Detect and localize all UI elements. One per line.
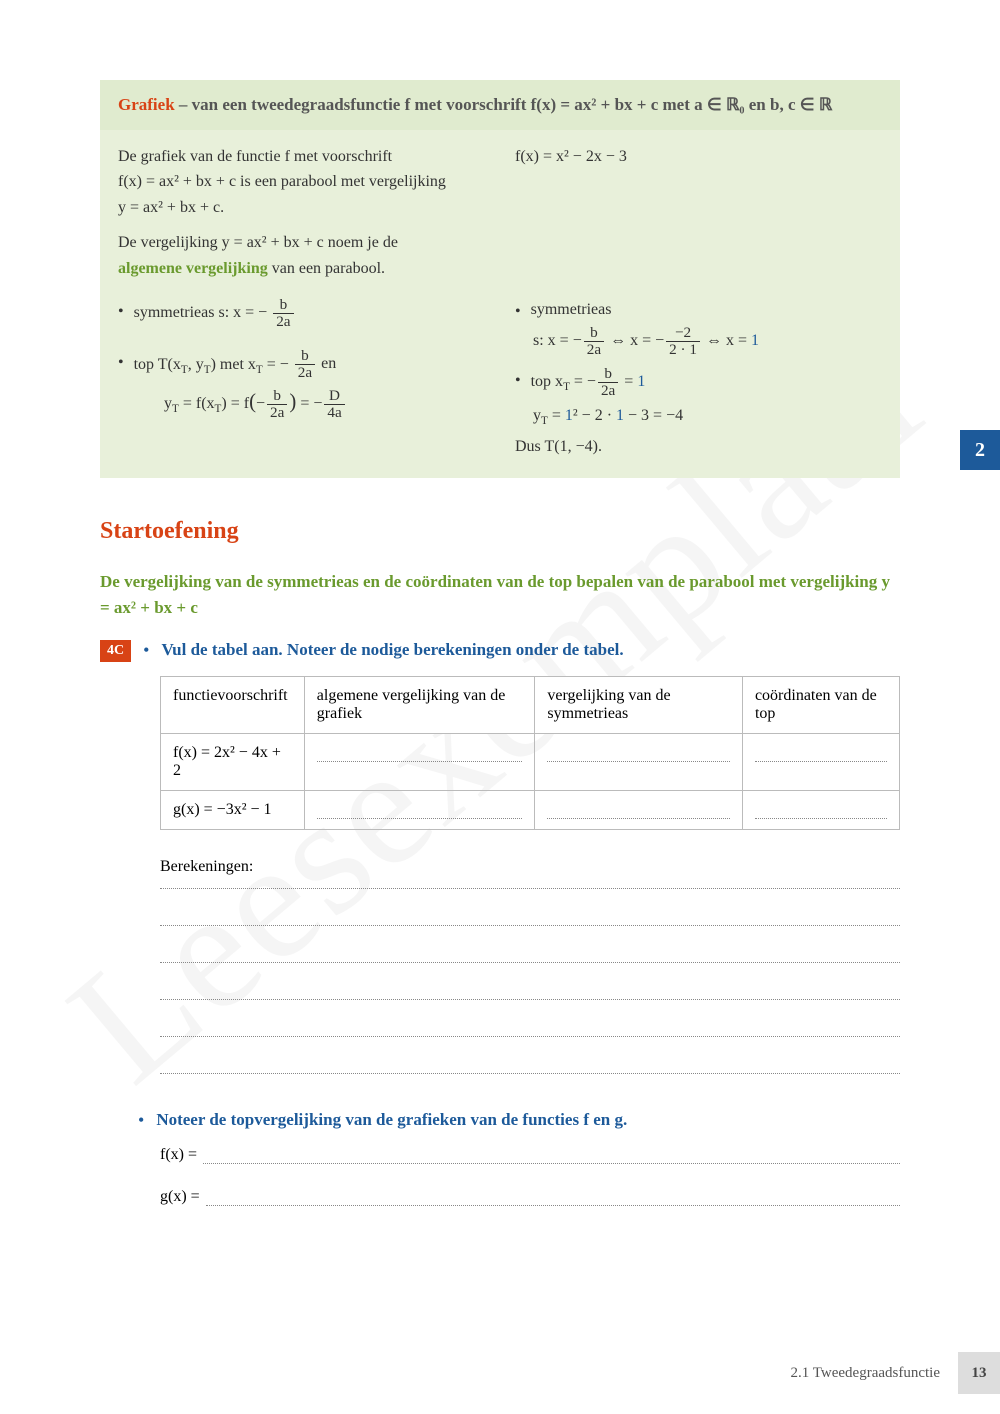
gx-input-row: g(x) = (160, 1188, 900, 1206)
left-bullet-sym: • symmetrieas s: x = − b2a (118, 297, 485, 330)
calc-line[interactable] (160, 1036, 900, 1037)
table-cell-input[interactable] (304, 791, 535, 830)
right-top-text: top xT = − (531, 373, 596, 390)
exercise-content-2: f(x) = g(x) = (160, 1146, 900, 1206)
table-header-4: coördinaten van de top (742, 677, 899, 734)
theory-left-line1: De grafiek van de functie f met voorschr… (118, 144, 485, 170)
calculations-label: Berekeningen: (160, 858, 900, 876)
table-header-row: functievoorschrift algemene vergelijking… (161, 677, 900, 734)
task-bullet-icon: • (143, 640, 149, 662)
right-sym-2b: ⇔ x = − (610, 332, 664, 349)
right-dus: Dus T(1, −4). (515, 434, 882, 460)
left-sym-text: symmetrieas s: x = − (134, 305, 268, 322)
table-row: f(x) = 2x² − 4x + 2 (161, 734, 900, 791)
table-cell-input[interactable] (742, 791, 899, 830)
calc-line[interactable] (160, 925, 900, 926)
table-header-1: functievoorschrift (161, 677, 305, 734)
theory-left-p2-bold: algemene vergelijking (118, 260, 268, 277)
start-exercise-title: Startoefening (100, 518, 900, 545)
left-bullet-top: • top T(xT, yT) met xT = − b2a en (118, 348, 485, 381)
exercise-content-1: functievoorschrift algemene vergelijking… (160, 676, 900, 1074)
difficulty-badge: 4C (100, 640, 131, 662)
calc-line[interactable] (160, 1073, 900, 1074)
task-bullet-icon: • (138, 1110, 144, 1132)
task-2-row: • Noteer de topvergelijking van de grafi… (138, 1110, 900, 1132)
table-row: g(x) = −3x² − 1 (161, 791, 900, 830)
left-top-formula-yt: yT = f(xT) = f(−b2a) = −D4a (164, 385, 485, 421)
right-sym-val: 1 (751, 332, 759, 349)
right-yt-formula: yT = 1² − 2 · 1 − 3 = −4 (533, 403, 882, 429)
footer-page-number: 13 (958, 1352, 1000, 1394)
task-1-text: Vul de tabel aan. Noteer de nodige berek… (161, 640, 623, 660)
table-cell-fn: g(x) = −3x² − 1 (161, 791, 305, 830)
gx-label: g(x) = (160, 1188, 200, 1206)
fx-input-row: f(x) = (160, 1146, 900, 1164)
theory-left-p2-2: van een parabool. (268, 260, 385, 277)
theory-left-line2: f(x) = ax² + bx + c is een parabool met … (118, 169, 485, 195)
right-sym-label: symmetrieas (531, 297, 612, 323)
fx-label: f(x) = (160, 1146, 197, 1164)
table-header-2: algemene vergelijking van de grafiek (304, 677, 535, 734)
theory-header: Grafiek – van een tweedegraadsfunctie f … (100, 80, 900, 130)
table-cell-input[interactable] (304, 734, 535, 791)
theory-left-p2-1: De vergelijking y = ax² + bx + c noem je… (118, 234, 398, 251)
task-2-text: Noteer de topvergelijking van de grafiek… (156, 1110, 627, 1130)
table-cell-input[interactable] (535, 791, 743, 830)
right-top-eq: = (624, 373, 637, 390)
theory-box: Grafiek – van een tweedegraadsfunctie f … (100, 80, 900, 478)
theory-header-rest: – van een tweedegraadsfunctie f met voor… (175, 95, 833, 114)
theory-header-accent: Grafiek (118, 95, 175, 114)
theory-right-example: f(x) = x² − 2x − 3 (515, 144, 882, 170)
left-top-text1: top T(xT, yT) met xT = − (134, 356, 289, 373)
calc-line[interactable] (160, 962, 900, 963)
right-bullet-top: • top xT = −b2a = 1 (515, 366, 882, 399)
page-content: Grafiek – van een tweedegraadsfunctie f … (0, 0, 1000, 1290)
right-top-val: 1 (637, 373, 645, 390)
right-sym-2a: s: x = − (533, 332, 582, 349)
task-1-row: 4C • Vul de tabel aan. Noteer de nodige … (100, 640, 900, 662)
calc-line[interactable] (160, 888, 900, 889)
theory-body: De grafiek van de functie f met voorschr… (100, 130, 900, 479)
footer-section: 2.1 Tweedegraadsfunctie (791, 1365, 940, 1382)
page-footer: 2.1 Tweedegraadsfunctie 13 (791, 1352, 1000, 1394)
fx-input-line[interactable] (203, 1146, 900, 1164)
right-bullet-sym: • symmetrieas (515, 297, 882, 325)
left-top-en: en (321, 356, 336, 373)
table-header-3: vergelijking van de symmetrieas (535, 677, 743, 734)
subtask-description: De vergelijking van de symmetrieas en de… (100, 569, 900, 620)
gx-input-line[interactable] (206, 1188, 900, 1206)
right-sym-formula: s: x = −b2a ⇔ x = −−22 · 1 ⇔ x = 1 (533, 325, 882, 358)
table-cell-fn: f(x) = 2x² − 4x + 2 (161, 734, 305, 791)
calc-line[interactable] (160, 999, 900, 1000)
exercise-table: functievoorschrift algemene vergelijking… (160, 676, 900, 830)
right-sym-2c: ⇔ x = (706, 332, 751, 349)
table-cell-input[interactable] (742, 734, 899, 791)
theory-left-line3: y = ax² + bx + c. (118, 195, 485, 221)
table-cell-input[interactable] (535, 734, 743, 791)
